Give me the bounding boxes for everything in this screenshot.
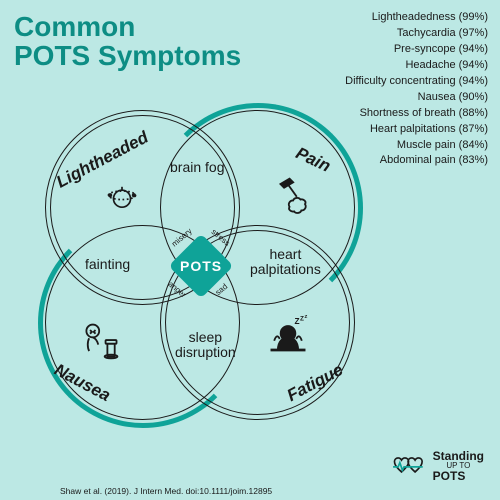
stat-row: Difficulty concentrating (94%) (345, 74, 488, 90)
hammer-brain-icon (275, 175, 315, 220)
stat-row: Nausea (90%) (345, 90, 488, 106)
head-dizzy-icon (105, 180, 139, 219)
venn-diagram: Lightheaded Pain Nausea Fatigue brain fo… (10, 105, 380, 475)
page-title: Common POTS Symptoms (14, 12, 241, 71)
overlap-fainting: fainting (85, 257, 130, 272)
nausea-person-icon (80, 320, 122, 367)
title-line1: Common (14, 11, 135, 42)
sleep-person-icon: Z Z Z (265, 315, 311, 366)
logo-word2: POTS (433, 469, 466, 483)
center-label: POTS (180, 258, 222, 274)
svg-text:Z: Z (305, 315, 308, 319)
overlap-brainfog: brain fog (170, 160, 224, 175)
overlap-heart: heartpalpitations (250, 247, 321, 278)
stat-row: Lightheadedness (99%) (345, 10, 488, 26)
title-line2: POTS Symptoms (14, 40, 241, 71)
stat-row: Headache (94%) (345, 58, 488, 74)
svg-text:Z: Z (294, 317, 299, 326)
logo-text: Standing UP TO POTS (433, 450, 484, 482)
citation-text: Shaw et al. (2019). J Intern Med. doi:10… (60, 486, 272, 496)
heart-ekg-icon (393, 455, 427, 477)
brand-logo: Standing UP TO POTS (393, 450, 484, 482)
svg-text:Z: Z (300, 316, 304, 323)
overlap-sleep: sleepdisruption (175, 330, 236, 361)
stat-row: Pre-syncope (94%) (345, 42, 488, 58)
stat-row: Tachycardia (97%) (345, 26, 488, 42)
